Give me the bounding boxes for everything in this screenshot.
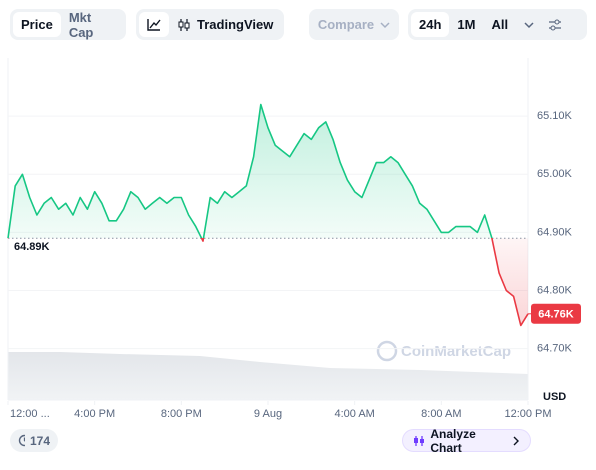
view-tabs: Price Mkt Cap: [10, 9, 126, 40]
compare-button[interactable]: Compare: [309, 9, 399, 40]
y-tick-label: 65.10K: [537, 110, 573, 122]
tradingview-button[interactable]: TradingView: [169, 12, 281, 37]
chevron: [380, 21, 390, 28]
range-all[interactable]: All: [491, 17, 509, 32]
y-tick-label: 64.90K: [537, 226, 573, 238]
watermark-text: CoinMarketCap: [401, 343, 511, 360]
analyze-icon: [414, 435, 424, 446]
settings-icon: [549, 19, 562, 30]
line-icon: [147, 18, 161, 31]
x-tick-label: 4:00 PM: [74, 408, 115, 420]
currency-label: USD: [543, 391, 566, 403]
analyze-label: Analyze Chart: [430, 426, 476, 455]
range-24h[interactable]: 24h: [411, 12, 450, 37]
history-icon: [18, 434, 25, 447]
x-tick-label: 12:00 ...: [10, 408, 50, 420]
last-price-bg: [531, 303, 581, 324]
chevron-right: [513, 436, 520, 445]
compare-label: Compare: [317, 17, 375, 32]
baseline-label-bg: [10, 239, 56, 256]
y-tick-label: 65.00K: [537, 168, 573, 180]
range-tabs: 24h 1M All: [408, 9, 587, 40]
price-area: [8, 104, 528, 326]
y-tick-label: 64.80K: [537, 284, 573, 296]
analyze-chart-button[interactable]: Analyze Chart: [402, 426, 531, 455]
range-more[interactable]: [516, 12, 542, 37]
last-price-label: 64.76K: [538, 309, 574, 321]
range-1m[interactable]: 1M: [457, 17, 476, 32]
tab-mkt-cap[interactable]: Mkt Cap: [68, 9, 94, 40]
settings-button[interactable]: [542, 12, 568, 37]
watermark: CoinMarketCap: [376, 340, 511, 362]
chart-type: TradingView: [136, 9, 284, 40]
volume-area: [8, 352, 528, 400]
price-line: [7, 103, 529, 327]
y-tick-label: 64.70K: [537, 343, 573, 355]
tradingview-label: TradingView: [197, 17, 274, 32]
line-chart-button[interactable]: [139, 12, 169, 37]
x-tick-label: 9 Aug: [254, 408, 282, 420]
x-tick-label: 12:00 PM: [504, 408, 551, 420]
x-tick-label: 8:00 PM: [161, 408, 202, 420]
baseline-label: 64.89K: [14, 241, 50, 253]
candle-icon: [178, 18, 190, 31]
chevron: [524, 21, 534, 28]
badge-count: 174: [29, 433, 50, 448]
x-tick-label: 8:00 AM: [421, 408, 461, 420]
tab-price[interactable]: Price: [13, 12, 61, 37]
x-tick-label: 4:00 AM: [334, 408, 374, 420]
event-badge[interactable]: 174: [10, 429, 58, 452]
